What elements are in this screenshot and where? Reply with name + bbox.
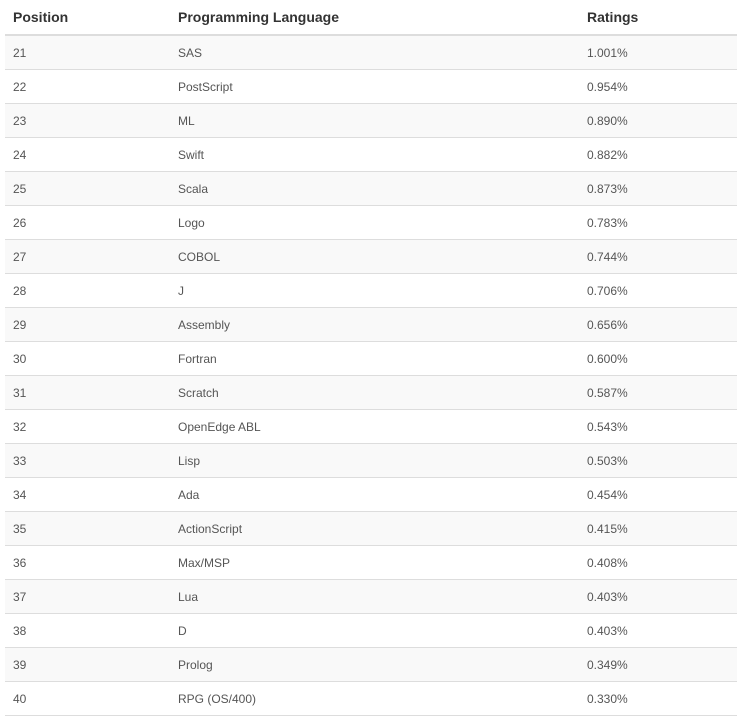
cell-language: D [170, 613, 579, 648]
cell-language: Max/MSP [170, 545, 579, 580]
cell-rating: 0.403% [579, 613, 737, 648]
cell-position: 24 [5, 137, 170, 172]
header-row: Position Programming Language Ratings [5, 0, 737, 36]
cell-language: Swift [170, 137, 579, 172]
cell-rating: 0.408% [579, 545, 737, 580]
cell-language: SAS [170, 35, 579, 70]
table-row: 36 Max/MSP 0.408% [5, 545, 737, 580]
table-row: 23 ML 0.890% [5, 103, 737, 138]
cell-rating: 1.001% [579, 35, 737, 70]
cell-position: 22 [5, 69, 170, 104]
cell-rating: 0.783% [579, 205, 737, 240]
cell-rating: 0.415% [579, 511, 737, 546]
cell-position: 32 [5, 409, 170, 444]
cell-rating: 0.587% [579, 375, 737, 410]
cell-language: Fortran [170, 341, 579, 376]
cell-position: 25 [5, 171, 170, 206]
cell-rating: 0.454% [579, 477, 737, 512]
table-row: 25 Scala 0.873% [5, 171, 737, 206]
cell-language: Lisp [170, 443, 579, 478]
cell-position: 31 [5, 375, 170, 410]
cell-rating: 0.600% [579, 341, 737, 376]
table-row: 21 SAS 1.001% [5, 35, 737, 70]
table-row: 34 Ada 0.454% [5, 477, 737, 512]
cell-rating: 0.656% [579, 307, 737, 342]
cell-position: 40 [5, 681, 170, 716]
cell-position: 37 [5, 579, 170, 614]
cell-rating: 0.706% [579, 273, 737, 308]
cell-language: RPG (OS/400) [170, 681, 579, 716]
table-row: 30 Fortran 0.600% [5, 341, 737, 376]
cell-language: ActionScript [170, 511, 579, 546]
cell-position: 33 [5, 443, 170, 478]
header-ratings: Ratings [579, 0, 737, 36]
cell-language: ML [170, 103, 579, 138]
table-row: 33 Lisp 0.503% [5, 443, 737, 478]
table-row: 38 D 0.403% [5, 613, 737, 648]
table-row: 22 PostScript 0.954% [5, 69, 737, 104]
cell-rating: 0.882% [579, 137, 737, 172]
cell-language: Prolog [170, 647, 579, 682]
cell-rating: 0.744% [579, 239, 737, 274]
cell-position: 38 [5, 613, 170, 648]
cell-position: 27 [5, 239, 170, 274]
cell-language: Scratch [170, 375, 579, 410]
cell-position: 39 [5, 647, 170, 682]
table-row: 39 Prolog 0.349% [5, 647, 737, 682]
cell-rating: 0.349% [579, 647, 737, 682]
cell-language: Ada [170, 477, 579, 512]
cell-rating: 0.954% [579, 69, 737, 104]
table-row: 26 Logo 0.783% [5, 205, 737, 240]
table-row: 32 OpenEdge ABL 0.543% [5, 409, 737, 444]
cell-rating: 0.403% [579, 579, 737, 614]
cell-position: 35 [5, 511, 170, 546]
table-row: 35 ActionScript 0.415% [5, 511, 737, 546]
table-body: 21 SAS 1.001% 22 PostScript 0.954% 23 ML 0.890% 2… [5, 35, 737, 716]
table-row: 37 Lua 0.403% [5, 579, 737, 614]
cell-rating: 0.543% [579, 409, 737, 444]
cell-position: 23 [5, 103, 170, 138]
table-row: 24 Swift 0.882% [5, 137, 737, 172]
cell-language: PostScript [170, 69, 579, 104]
cell-position: 34 [5, 477, 170, 512]
cell-position: 29 [5, 307, 170, 342]
cell-position: 36 [5, 545, 170, 580]
ratings-table: Position Programming Language Ratings 21… [5, 0, 737, 716]
cell-rating: 0.503% [579, 443, 737, 478]
table-row: 29 Assembly 0.656% [5, 307, 737, 342]
cell-position: 21 [5, 35, 170, 70]
header-position: Position [5, 0, 170, 36]
cell-language: J [170, 273, 579, 308]
header-language: Programming Language [170, 0, 579, 36]
cell-position: 30 [5, 341, 170, 376]
table-row: 31 Scratch 0.587% [5, 375, 737, 410]
cell-rating: 0.330% [579, 681, 737, 716]
cell-position: 26 [5, 205, 170, 240]
table-row: 40 RPG (OS/400) 0.330% [5, 681, 737, 716]
table-row: 28 J 0.706% [5, 273, 737, 308]
cell-rating: 0.873% [579, 171, 737, 206]
cell-language: Logo [170, 205, 579, 240]
cell-language: Lua [170, 579, 579, 614]
cell-position: 28 [5, 273, 170, 308]
cell-rating: 0.890% [579, 103, 737, 138]
cell-language: Assembly [170, 307, 579, 342]
cell-language: Scala [170, 171, 579, 206]
cell-language: OpenEdge ABL [170, 409, 579, 444]
table-row: 27 COBOL 0.744% [5, 239, 737, 274]
cell-language: COBOL [170, 239, 579, 274]
